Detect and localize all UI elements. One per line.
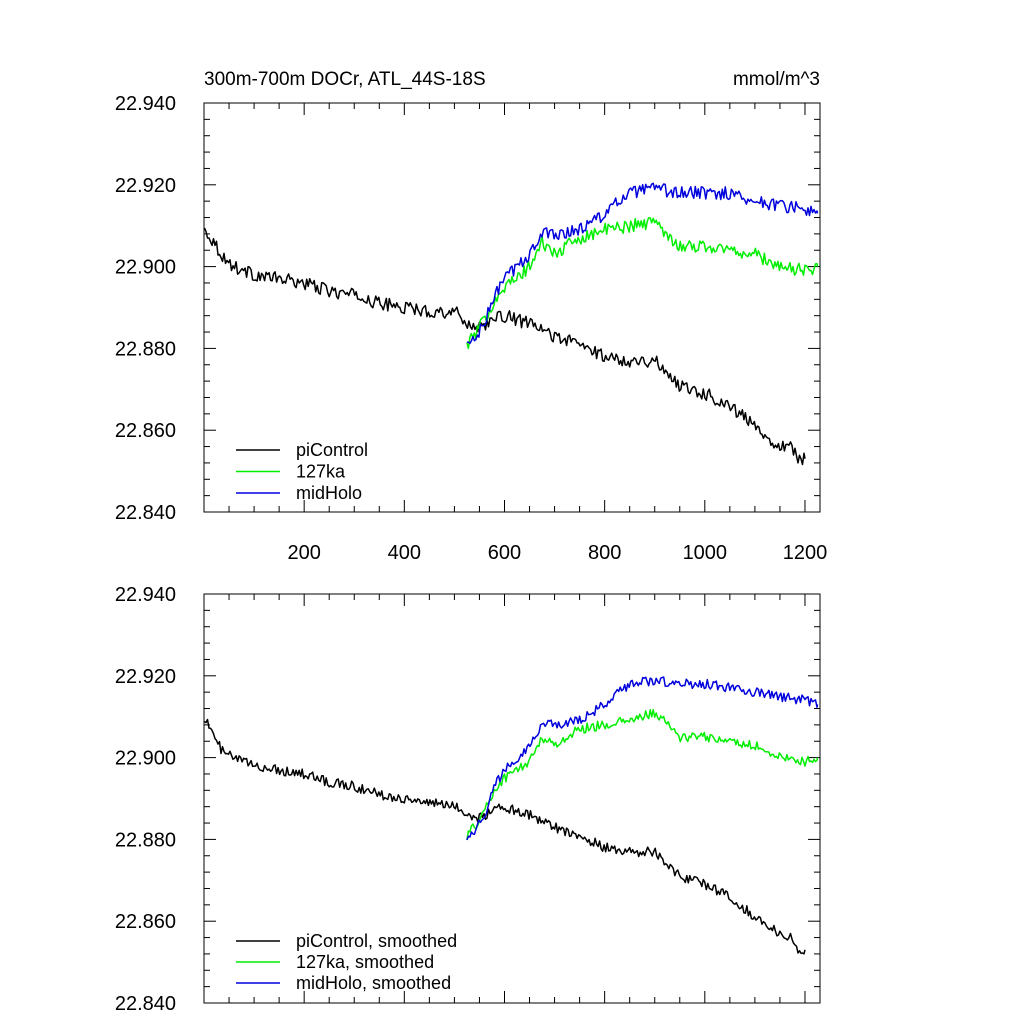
x-tick-label: 400	[388, 542, 421, 564]
legend-label: 127ka, smoothed	[296, 952, 434, 972]
series-line-127ka	[466, 217, 819, 350]
y-tick-label: 22.880	[115, 829, 176, 851]
y-tick-label: 22.840	[115, 502, 176, 524]
chart-units: mmol/m^3	[733, 69, 820, 90]
chart-panel-2: 22.840 22.860 22.880 22.900 22.920 22.940 piCo…	[115, 584, 821, 1015]
y-tick-label: 22.940	[115, 93, 176, 115]
x-tick-label: 1000	[683, 542, 728, 564]
legend-label: piControl	[296, 440, 368, 460]
legend-label: midHolo	[296, 483, 362, 503]
y-tick-label: 22.920	[115, 175, 176, 197]
y-tick-label: 22.860	[115, 911, 176, 933]
series-line-picontrol-smoothed	[204, 718, 806, 955]
x-tick-label: 200	[287, 542, 320, 564]
x-tick-label: 600	[488, 542, 521, 564]
y-tick-label: 22.900	[115, 748, 176, 770]
legend-label: midHolo, smoothed	[296, 973, 451, 993]
y-tick-label: 22.880	[115, 338, 176, 360]
series-line-127ka-smoothed	[466, 708, 819, 841]
y-tick-label: 22.920	[115, 666, 176, 688]
plot-frame	[203, 102, 821, 513]
chart-panel-1: 22.840 22.860 22.880 22.900 22.920 22.940 200 4…	[115, 69, 827, 564]
chart-title: 300m-700m DOCr, ATL_44S-18S	[204, 69, 486, 90]
y-tick-label: 22.860	[115, 420, 176, 442]
series-line-midholo-smoothed	[466, 676, 819, 841]
x-tick-label: 1200	[783, 542, 828, 564]
series-line-midholo	[466, 182, 819, 345]
legend-label: 127ka	[296, 462, 346, 482]
x-tick-label: 800	[588, 542, 621, 564]
y-tick-label: 22.840	[115, 993, 176, 1015]
y-tick-label: 22.940	[115, 584, 176, 606]
y-tick-label: 22.900	[115, 257, 176, 279]
plot-frame	[203, 593, 821, 1004]
legend-label: piControl, smoothed	[296, 931, 457, 951]
series-line-picontrol	[203, 227, 806, 466]
